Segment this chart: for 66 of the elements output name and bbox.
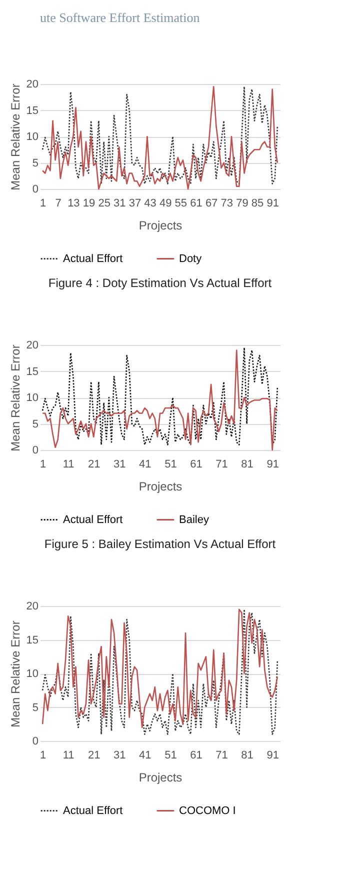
x-tick-label: 43	[144, 198, 156, 210]
x-tick-label: 71	[216, 458, 228, 470]
x-tick-label: 79	[236, 198, 248, 210]
x-tick-label: 81	[241, 458, 254, 470]
x-tick-label: 25	[98, 198, 110, 210]
x-tick-label: 31	[114, 458, 126, 470]
x-tick-label: 71	[216, 750, 228, 762]
x-tick-label: 21	[88, 750, 100, 762]
x-tick-label: 49	[159, 198, 172, 210]
x-tick-label: 91	[266, 750, 279, 762]
x-tick-label: 41	[139, 750, 152, 762]
x-tick-label: 31	[114, 198, 126, 210]
x-tick-label: 13	[68, 198, 80, 210]
x-tick-label: 91	[266, 458, 279, 470]
x-axis-title: Projects	[138, 770, 182, 784]
x-axis-title: Projects	[138, 480, 182, 494]
y-tick-label: 20	[26, 78, 38, 90]
x-tick-label: 11	[62, 750, 74, 762]
legend-label: Actual Effort	[63, 804, 123, 817]
x-tick-label: 1	[40, 198, 46, 210]
x-tick-label: 55	[174, 198, 188, 210]
legend-label: COCOMO I	[179, 804, 236, 817]
x-tick-label: 21	[88, 458, 100, 470]
x-axis-title: Projects	[138, 218, 182, 232]
x-tick-label: 37	[128, 198, 142, 210]
y-tick-label: 20	[26, 340, 38, 352]
x-tick-label: 11	[62, 458, 74, 470]
y-tick-label: 5	[32, 418, 38, 430]
caption: Figure 5 : Bailey Estimation Vs Actual Effort	[44, 537, 276, 551]
x-tick-label: 61	[190, 198, 202, 210]
text: ute Software Effort Estimation	[40, 10, 200, 25]
x-tick-label: 1	[40, 458, 46, 470]
x-tick-label: 61	[190, 458, 202, 470]
x-tick-label: 73	[220, 198, 234, 210]
legend-label: Actual Effort	[63, 514, 123, 526]
y-axis-title: Mean Relative Error	[8, 84, 22, 190]
x-tick-label: 51	[164, 750, 177, 762]
x-tick-label: 7	[55, 198, 62, 210]
caption: Figure 4 : Doty Estimation Vs Actual Effort	[48, 276, 272, 290]
y-tick-label: 0	[32, 736, 38, 748]
x-tick-label: 1	[40, 750, 46, 762]
y-tick-label: 5	[32, 157, 38, 170]
x-tick-label: 81	[241, 750, 254, 762]
y-tick-label: 0	[32, 184, 38, 196]
x-tick-label: 41	[139, 458, 152, 470]
y-tick-label: 5	[32, 702, 38, 714]
x-tick-label: 31	[114, 750, 126, 762]
x-tick-label: 19	[82, 198, 96, 210]
y-tick-label: 15	[26, 366, 38, 378]
y-tick-label: 0	[32, 444, 38, 456]
x-tick-label: 91	[266, 198, 279, 210]
legend-label: Bailey	[179, 514, 210, 526]
y-tick-label: 10	[26, 392, 38, 404]
y-tick-label: 15	[26, 634, 38, 646]
x-tick-label: 51	[164, 458, 177, 470]
y-tick-label: 10	[26, 131, 38, 143]
y-axis-title: Mean Relative Error	[8, 344, 22, 452]
legend-label: Actual Effort	[63, 252, 123, 265]
y-tick-label: 10	[26, 668, 38, 680]
x-tick-label: 67	[205, 198, 218, 210]
x-tick-label: 61	[190, 750, 202, 762]
y-tick-label: 20	[26, 600, 38, 612]
y-tick-label: 15	[26, 104, 38, 117]
y-axis-title: Mean Relative Error	[8, 620, 22, 728]
x-tick-label: 85	[251, 198, 264, 210]
legend-label: Doty	[179, 252, 202, 265]
